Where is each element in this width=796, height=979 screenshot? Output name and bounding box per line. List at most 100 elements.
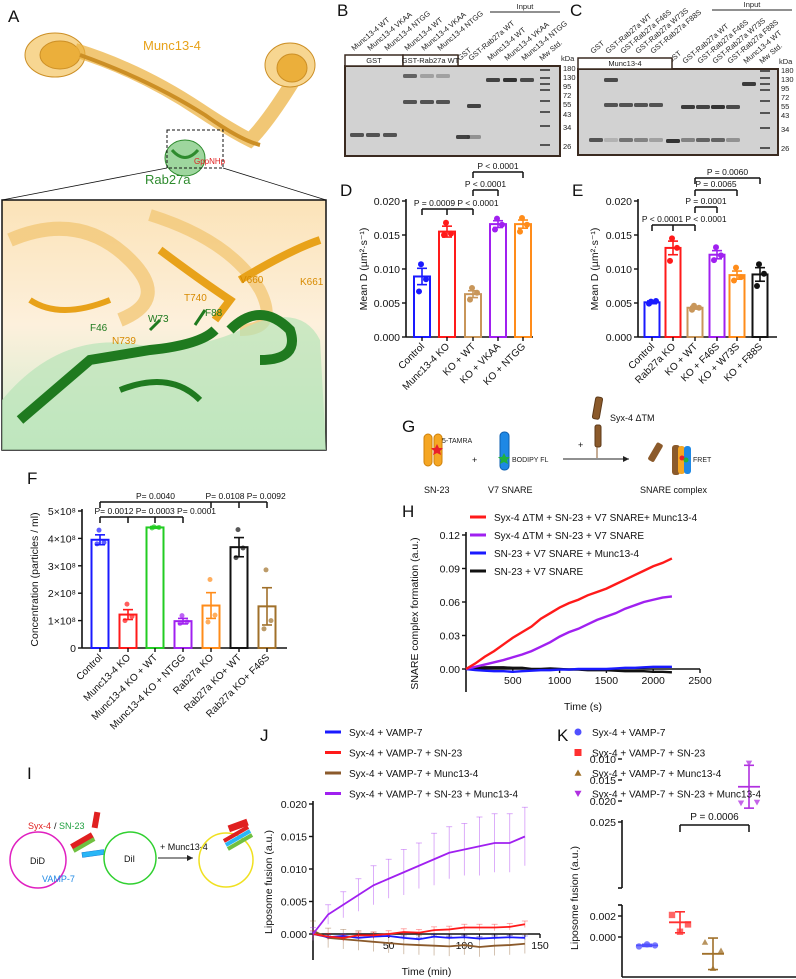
protein-band	[742, 82, 756, 86]
ladder-band	[540, 69, 550, 71]
p-value-label: P = 0.0009	[414, 198, 455, 208]
bar	[145, 526, 165, 649]
panel-label-j: J	[260, 726, 269, 745]
kda-marker: 95	[563, 82, 571, 91]
y-tick-label: 0.015	[281, 832, 307, 844]
protein-band	[467, 135, 481, 139]
data-point	[263, 567, 269, 573]
bar	[514, 223, 532, 338]
x-tick-label: 2500	[688, 675, 712, 687]
y-tick-label: 0.025	[590, 817, 616, 829]
data-point	[701, 939, 709, 945]
p-value-label: P= 0.0092	[247, 491, 286, 501]
data-point	[492, 226, 498, 233]
p-value-label: P < 0.0001	[685, 214, 726, 224]
kda-label: kDa	[779, 57, 793, 66]
residue-k661: K661	[300, 277, 324, 288]
bar	[90, 538, 110, 650]
y-axis-label: Liposome fusion (a.u.)	[263, 830, 275, 934]
bar	[413, 275, 431, 339]
data-point	[689, 306, 695, 313]
kda-label: kDa	[561, 54, 575, 63]
protein-band	[711, 138, 725, 142]
bar	[686, 306, 704, 339]
data-point	[635, 943, 643, 950]
p-value-label: P = 0.0065	[695, 179, 736, 189]
data-point	[717, 947, 725, 954]
y-tick-label: 0.002	[590, 911, 616, 923]
data-point	[474, 289, 480, 296]
y-tick-label: 1×10⁸	[48, 616, 76, 628]
y-tick-label: 0.010	[590, 754, 616, 766]
residue-n739: N739	[112, 336, 136, 347]
y-tick-label: 0.020	[606, 196, 632, 208]
protein-band	[436, 100, 450, 104]
y-tick-label: 0.000	[281, 929, 307, 941]
data-point	[233, 555, 239, 561]
panel-label-i: I	[27, 764, 32, 783]
y-tick-label: 0.09	[440, 564, 461, 576]
y-tick-label: 0.015	[606, 230, 632, 242]
series-line	[465, 665, 672, 673]
y-axis-label: Mean D (µm²·s⁻¹)	[589, 228, 601, 311]
residue-t740: T740	[184, 293, 207, 304]
data-point	[745, 760, 753, 767]
panel-k-chart: 0.010 0.015 0.020 0.025 0.000 0.002 Liposome f…	[569, 728, 796, 978]
p-value-label: P = 0.0006	[690, 812, 739, 823]
kda-marker: 34	[563, 123, 571, 132]
residue-v660: V660	[240, 275, 264, 286]
protein-band	[436, 74, 450, 78]
data-point	[149, 525, 155, 531]
munc13-4-label: Munc13-4	[143, 38, 201, 53]
p-value-label: P < 0.0001	[465, 179, 506, 189]
x-axis-label: Time (min)	[402, 966, 452, 978]
snare-complex-icon	[648, 442, 691, 475]
did-liposome	[9, 831, 67, 889]
p-value-label: P= 0.0040	[136, 491, 175, 501]
data-point	[184, 619, 190, 625]
y-tick-label: 0.12	[440, 530, 461, 542]
data-point	[177, 620, 183, 626]
panel-h-chart: 0.00 0.03 0.06 0.09 0.12 500 1000 1500 2000 2500 T…	[409, 513, 712, 713]
ladder-band	[760, 70, 770, 72]
legend-label: Syx-4 + VAMP-7 + SN-23	[349, 749, 463, 760]
protein-band	[403, 100, 417, 104]
panel-label-a: A	[8, 7, 20, 26]
protein-band	[383, 133, 397, 137]
protein-band	[520, 78, 534, 82]
ladder-band	[760, 77, 770, 79]
protein-band	[666, 139, 680, 143]
bodipy-label: BODIPY FL	[512, 457, 549, 464]
x-tick-label: 1000	[548, 675, 572, 687]
bar	[708, 253, 726, 338]
legend-label: SN-23 + V7 SNARE	[494, 567, 584, 578]
series-line	[465, 557, 673, 671]
protein-band	[696, 105, 710, 109]
plus-2: +	[578, 440, 583, 450]
kda-marker: 72	[781, 93, 789, 102]
series-line	[465, 595, 673, 671]
kda-marker: 180	[563, 64, 576, 73]
panel-a: A Munc13-4 GppNHp Rab27a	[1, 7, 327, 451]
y-tick-label: 0.010	[281, 864, 307, 876]
protein-band	[619, 103, 633, 107]
syx-sn23-icon	[70, 811, 101, 853]
y-axis-label: SNARE complex formation (a.u.)	[409, 537, 421, 689]
protein-band	[403, 74, 417, 78]
y-tick-label: 3×10⁸	[48, 561, 76, 573]
ladder-band	[540, 144, 550, 146]
data-point	[667, 257, 673, 264]
legend-label: Syx-4 + VAMP-7	[592, 728, 666, 739]
residue-w73: W73	[148, 314, 169, 325]
legend-marker	[574, 728, 582, 736]
y-tick-label: 0.015	[374, 230, 400, 242]
y-tick-label: 0.000	[590, 932, 616, 944]
data-point	[448, 230, 454, 237]
data-point	[179, 613, 185, 619]
ladder-band	[540, 100, 550, 102]
y-tick-label: 0.06	[440, 597, 461, 609]
legend-label: Syx-4 + VAMP-7 + Munc13-4	[592, 769, 722, 780]
series-line	[312, 835, 526, 935]
data-point	[731, 277, 737, 284]
